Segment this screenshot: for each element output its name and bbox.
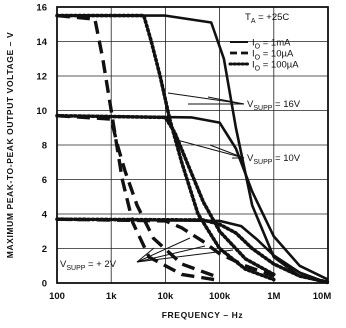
annotation-pointer <box>207 96 245 105</box>
v10-sub: SUPP <box>253 159 272 166</box>
series-line-solid <box>57 14 329 285</box>
y-tick-labels: 0 2 4 6 8 10 12 14 16 <box>36 3 47 290</box>
v16-rest: = 16V <box>272 99 300 110</box>
annotation-pointer <box>176 139 245 159</box>
series-line-dotted <box>55 217 330 284</box>
x-tick-labels: 100 1k 10k 100k 1M 10M <box>49 291 331 302</box>
series-line-dashed <box>56 13 220 283</box>
y-tick-label: 0 <box>42 279 47 290</box>
vsupp-10v-label: VSUPP = 10V <box>247 153 301 166</box>
v2-rest: = + 2V <box>85 259 116 270</box>
y-tick-label: 6 <box>42 175 47 186</box>
x-tick-label: 100 <box>49 291 65 302</box>
annotation-pointer <box>136 247 155 263</box>
annotation-pointer <box>136 237 191 263</box>
y-axis-title: MAXIMUM PEAK-TO-PEAK OUTPUT VOLTAGE – V <box>5 32 15 258</box>
legend-label: IO = 1mA <box>252 38 291 51</box>
x-axis-title: FREQUENCY – Hz <box>162 310 243 320</box>
x-tick-label: 1k <box>106 291 117 302</box>
v10-rest: = 10V <box>272 153 300 164</box>
vsupp-2v-label: VSUPP = + 2V <box>60 259 117 272</box>
x-tick-label: 100k <box>209 291 231 302</box>
annotation-pointer <box>136 245 206 263</box>
annotation-pointer <box>167 92 245 105</box>
vsupp-16v-label: VSUPP = 16V <box>247 99 301 112</box>
y-tick-label: 16 <box>36 3 47 14</box>
plot-frame <box>56 6 329 284</box>
y-tick-label: 10 <box>36 106 47 117</box>
y-tick-label: 8 <box>42 141 47 152</box>
legend-label: IO = 100µA <box>252 60 299 73</box>
ta-main: T <box>245 12 251 23</box>
annotation-pointer <box>209 144 245 159</box>
annotation-pointers <box>136 92 245 263</box>
y-tick-label: 2 <box>42 244 47 255</box>
v10-main: V <box>247 153 254 164</box>
y-tick-label: 14 <box>36 37 47 48</box>
x-tick-label: 10k <box>157 291 174 302</box>
y-tick-label: 12 <box>36 72 47 83</box>
temperature-annotation: TA = +25C <box>245 12 289 25</box>
x-tick-label: 1M <box>267 291 280 302</box>
v2-main: V <box>60 259 67 270</box>
series-line-solid <box>56 114 329 281</box>
y-tick-label: 4 <box>42 210 48 221</box>
legend-label: IO = 10µA <box>252 49 294 62</box>
v16-sub: SUPP <box>253 105 272 112</box>
series-line-dashed <box>56 114 221 280</box>
annotation-pointer <box>136 249 234 263</box>
ta-sub: A <box>251 18 256 25</box>
v16-main: V <box>247 99 254 110</box>
ta-rest: = +25C <box>255 12 289 23</box>
series-line-dotted <box>55 113 276 277</box>
x-tick-label: 10M <box>313 291 332 302</box>
v2-sub: SUPP <box>66 265 85 272</box>
series-line-solid <box>56 217 329 285</box>
series-group <box>55 13 330 285</box>
